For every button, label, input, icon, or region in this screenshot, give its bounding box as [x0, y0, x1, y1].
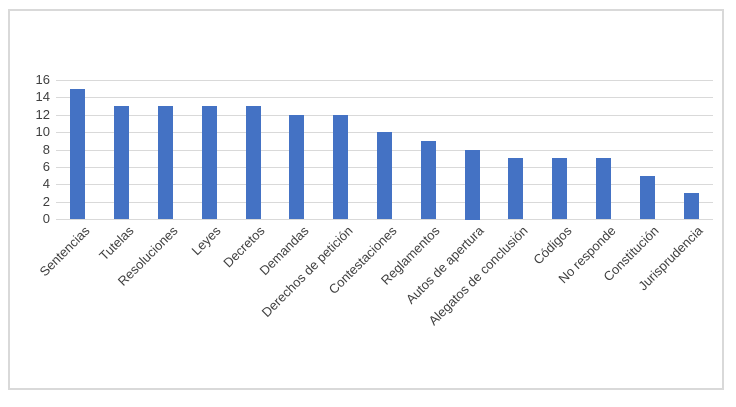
- bar: [684, 193, 699, 219]
- bar: [114, 106, 129, 219]
- bar: [158, 106, 173, 219]
- y-gridline: [56, 97, 713, 98]
- bar: [70, 89, 85, 219]
- y-gridline: [56, 80, 713, 81]
- y-axis-tick-label: 12: [35, 107, 50, 122]
- bar: [333, 115, 348, 219]
- y-axis-tick-label: 10: [35, 124, 50, 139]
- y-axis-tick-label: 2: [42, 194, 50, 209]
- bar: [377, 132, 392, 219]
- bar: [508, 158, 523, 219]
- bar: [552, 158, 567, 219]
- bar: [640, 176, 655, 219]
- y-axis-tick-label: 6: [42, 159, 50, 174]
- y-gridline: [56, 219, 713, 220]
- bar: [421, 141, 436, 219]
- bar: [202, 106, 217, 219]
- bar: [465, 150, 480, 220]
- y-axis-tick-label: 8: [42, 142, 50, 157]
- bar: [596, 158, 611, 219]
- y-gridline: [56, 115, 713, 116]
- y-axis-tick-label: 0: [42, 211, 50, 226]
- y-axis-tick-label: 4: [42, 176, 50, 191]
- bar: [246, 106, 261, 219]
- y-axis-tick-label: 16: [35, 72, 50, 87]
- y-axis-tick-label: 14: [35, 89, 50, 104]
- bar: [289, 115, 304, 219]
